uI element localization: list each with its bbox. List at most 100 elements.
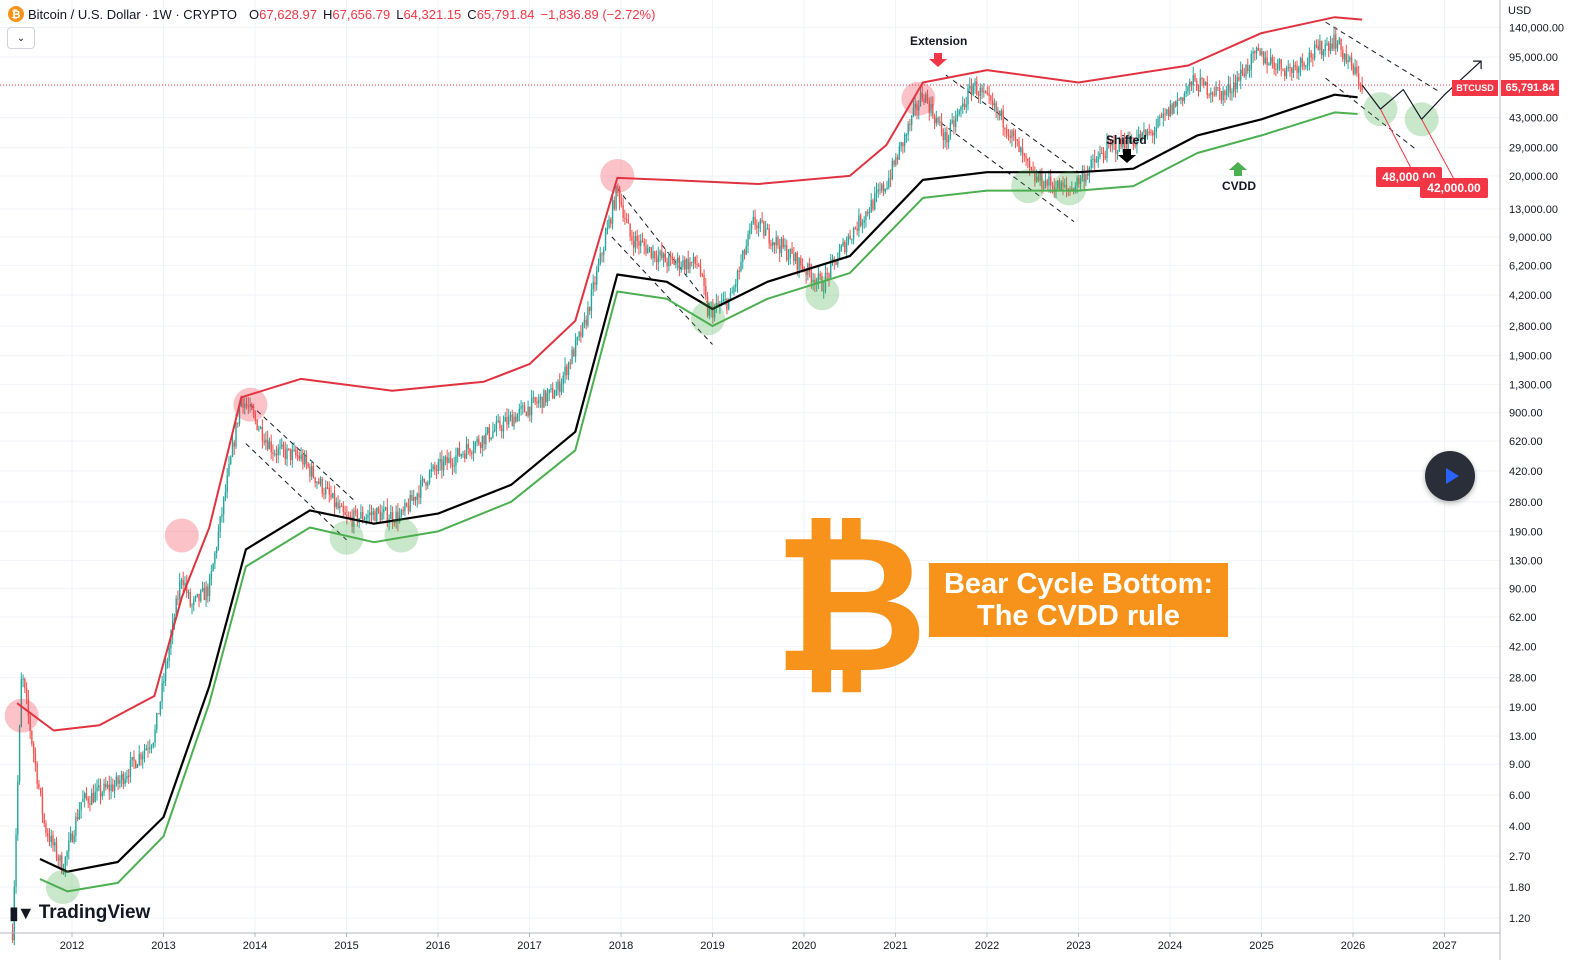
candle-body <box>757 224 760 229</box>
candle-body <box>573 349 575 357</box>
candle-body <box>705 286 707 297</box>
candle-body <box>882 184 885 192</box>
candle-body <box>789 248 791 258</box>
candle-body <box>1287 67 1289 69</box>
extension-label: Extension <box>910 34 968 48</box>
candle-body <box>1247 65 1249 71</box>
candle-body <box>117 776 119 784</box>
candle-body <box>698 264 700 267</box>
candle-body <box>587 307 589 326</box>
candle-body <box>490 437 492 440</box>
candle-body <box>1276 64 1279 70</box>
candle-body <box>912 107 915 116</box>
current-price-tag: 65,791.84 <box>1501 80 1559 96</box>
candle-body <box>252 409 255 414</box>
candle-body <box>1271 57 1274 63</box>
candle-body <box>1275 68 1277 70</box>
candle-body <box>889 178 892 180</box>
play-button[interactable] <box>1425 451 1475 501</box>
y-tick-label: 4,200.00 <box>1509 290 1552 302</box>
candle-body <box>773 242 776 246</box>
candle-body <box>420 480 422 498</box>
legend-collapse-button[interactable]: ⌄ <box>7 27 35 49</box>
candle-body <box>393 522 396 524</box>
candle-body <box>956 114 959 119</box>
candle-body <box>1122 139 1124 147</box>
candle-body <box>622 205 624 218</box>
candle-body <box>967 88 969 105</box>
candle-body <box>1213 94 1216 96</box>
candle-body <box>905 134 908 136</box>
candle-body <box>632 240 635 248</box>
candle-body <box>129 760 132 777</box>
candle-body <box>770 243 772 246</box>
candle-body <box>1356 66 1358 74</box>
candle-body <box>946 132 948 143</box>
candle-body <box>874 193 876 210</box>
candle-body <box>1027 158 1029 162</box>
candle-body <box>638 241 640 246</box>
candle-body <box>55 842 58 858</box>
candle-body <box>847 235 850 243</box>
candle-body <box>981 87 983 93</box>
currency-label[interactable]: USD <box>1508 5 1532 17</box>
candle-body <box>432 465 434 470</box>
candle-body <box>578 332 580 338</box>
shifted-label: Shifted <box>1106 133 1147 147</box>
candle-body <box>1241 69 1244 74</box>
candle-body <box>522 405 524 407</box>
candle-body <box>1217 87 1219 89</box>
projection <box>929 53 1482 182</box>
candle-body <box>303 455 306 465</box>
candle-body <box>119 780 121 784</box>
candle-body <box>835 260 837 265</box>
candle-body <box>1359 83 1362 85</box>
idea-title-line-2: The CVDD rule <box>976 600 1181 632</box>
candle-body <box>655 258 658 263</box>
cycle-top-marker <box>4 698 39 733</box>
candle-body <box>457 448 459 456</box>
candle-body <box>559 381 561 392</box>
candle-body <box>414 497 417 500</box>
candle-body <box>726 299 728 310</box>
candle-body <box>288 448 290 450</box>
cycle-bottom-marker <box>1011 169 1046 204</box>
target-label-42000: 42,000.00 <box>1420 178 1488 198</box>
candle-body <box>998 110 1001 117</box>
candle-body <box>1227 84 1230 91</box>
candle-body <box>465 444 468 459</box>
candle-body <box>89 802 91 805</box>
candle-body <box>1222 90 1224 101</box>
candle-body <box>1079 177 1082 184</box>
candle-body <box>238 406 241 424</box>
y-tick-label: 90.00 <box>1509 583 1537 595</box>
y-tick-label: 2.70 <box>1509 851 1530 863</box>
cycle-bottom-marker <box>384 518 419 553</box>
target-connector-1 <box>1380 108 1413 171</box>
y-tick-label: 420.00 <box>1509 466 1543 478</box>
candle-body <box>347 516 350 518</box>
candle-body <box>330 494 332 498</box>
candle-body <box>766 228 769 230</box>
candle-body <box>147 748 149 750</box>
candle-body <box>1225 90 1228 96</box>
low-value: 64,321.15 <box>403 6 462 22</box>
candle-body <box>733 287 735 293</box>
candle-body <box>752 216 755 223</box>
candle-body <box>552 388 554 399</box>
candle-body <box>977 94 980 96</box>
candle-body <box>469 448 471 453</box>
candle-body <box>1285 68 1288 77</box>
candle-body <box>1074 186 1077 192</box>
candle-body <box>796 253 799 270</box>
candle-body <box>1104 156 1106 159</box>
candle-body <box>756 225 758 229</box>
candle-body <box>91 792 93 805</box>
candle-body <box>527 406 529 417</box>
candle-body <box>1153 131 1156 136</box>
candle-body <box>453 465 455 467</box>
candle-body <box>428 471 431 483</box>
candle-body <box>149 747 151 749</box>
candle-body <box>594 282 596 285</box>
